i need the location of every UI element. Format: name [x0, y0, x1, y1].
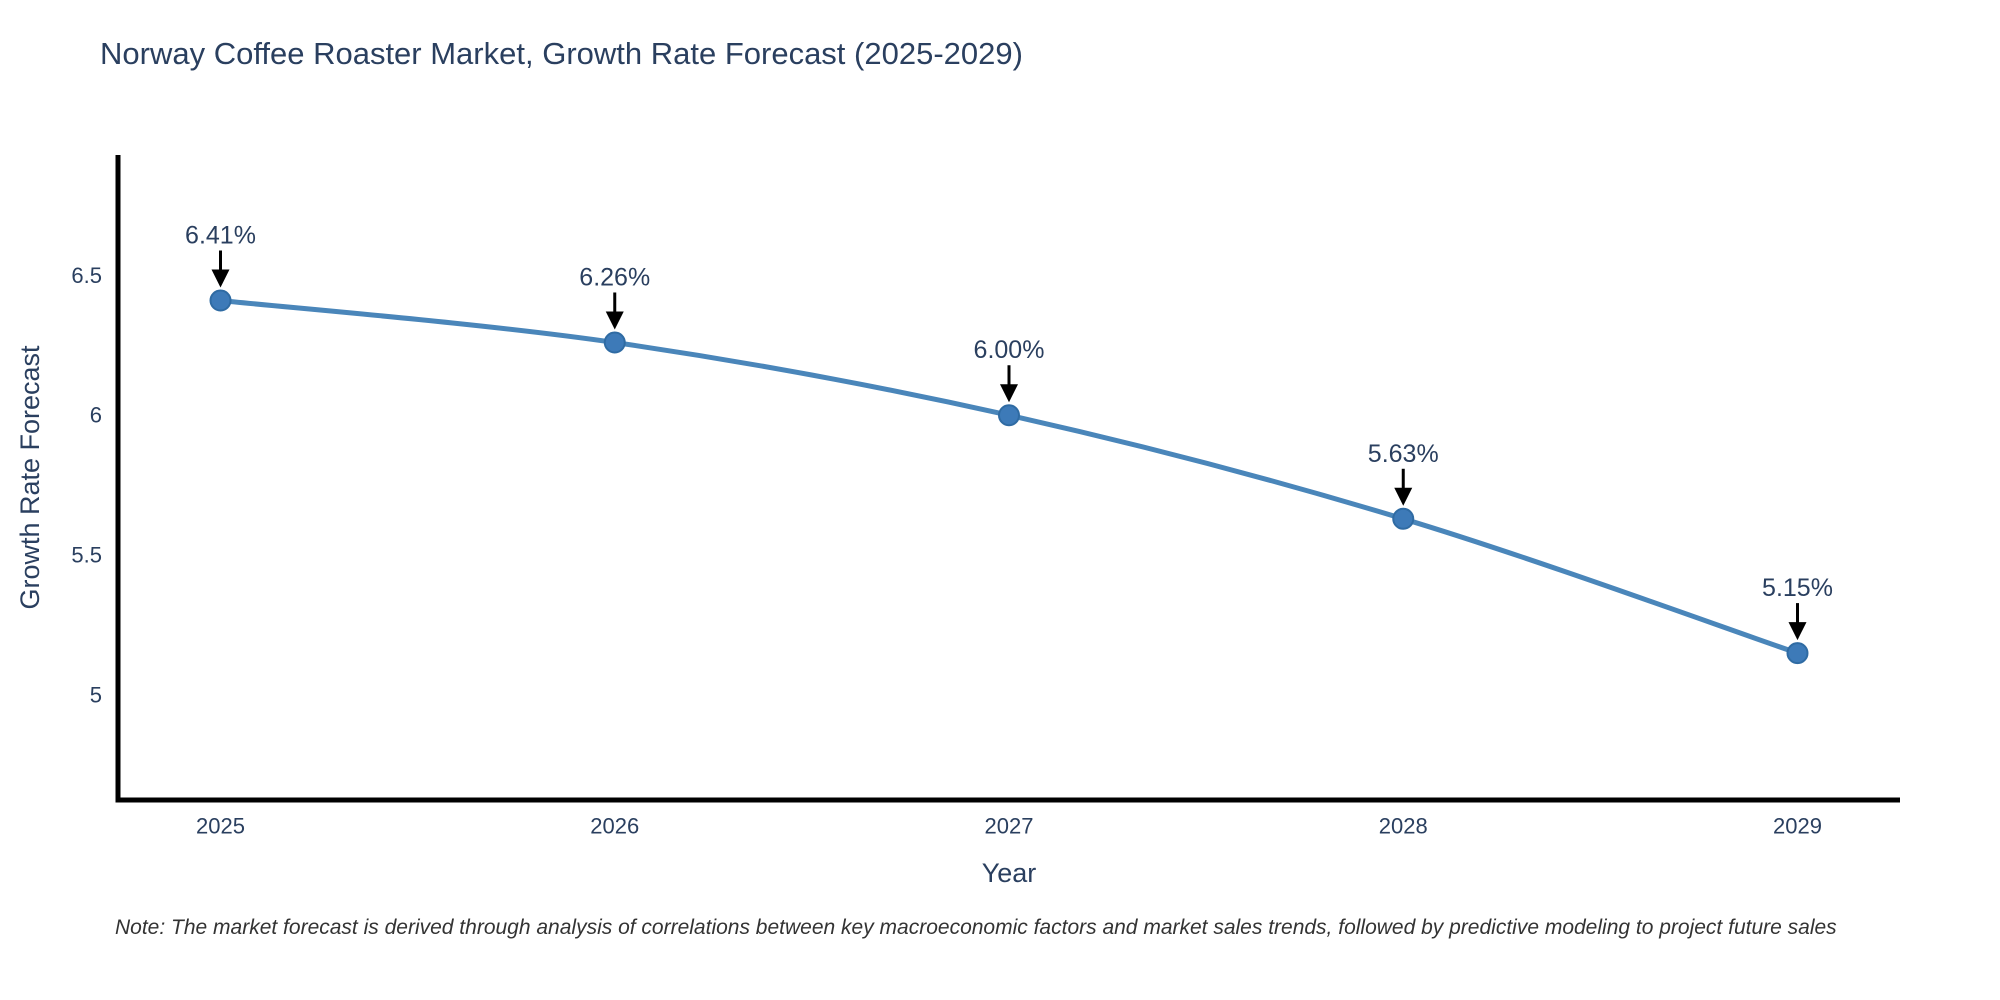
- y-axis-title: Growth Rate Forecast: [15, 345, 45, 610]
- annotation-label: 5.63%: [1368, 440, 1439, 468]
- x-tick-label: 2025: [196, 814, 245, 839]
- y-tick-label: 5: [90, 683, 102, 708]
- annotation-arrowhead: [1394, 487, 1413, 506]
- chart-title: Norway Coffee Roaster Market, Growth Rat…: [100, 36, 1023, 71]
- x-tick-label: 2027: [985, 814, 1034, 839]
- data-point-marker: [998, 404, 1020, 427]
- y-tick-label: 5.5: [71, 543, 102, 568]
- x-tick-label: 2029: [1773, 814, 1822, 839]
- data-point-marker: [1392, 507, 1415, 530]
- annotation-arrowhead: [605, 311, 624, 330]
- x-tick-label: 2028: [1379, 814, 1428, 839]
- chart-footnote: Note: The market forecast is derived thr…: [115, 916, 1837, 939]
- annotation-arrowhead: [1788, 622, 1807, 641]
- annotation-arrowhead: [211, 269, 230, 288]
- data-point-marker: [1786, 642, 1809, 665]
- annotation-label: 5.15%: [1762, 574, 1833, 602]
- annotation-label: 6.26%: [579, 263, 650, 291]
- annotation-label: 6.41%: [185, 222, 256, 250]
- data-point-marker: [603, 331, 626, 354]
- annotation-label: 6.00%: [974, 336, 1045, 364]
- y-tick-label: 6: [90, 403, 102, 428]
- x-tick-label: 2026: [590, 814, 639, 839]
- x-axis-title: Year: [982, 858, 1037, 888]
- data-point-marker: [209, 289, 232, 312]
- annotation-arrowhead: [1000, 384, 1018, 403]
- y-tick-label: 6.5: [71, 263, 102, 288]
